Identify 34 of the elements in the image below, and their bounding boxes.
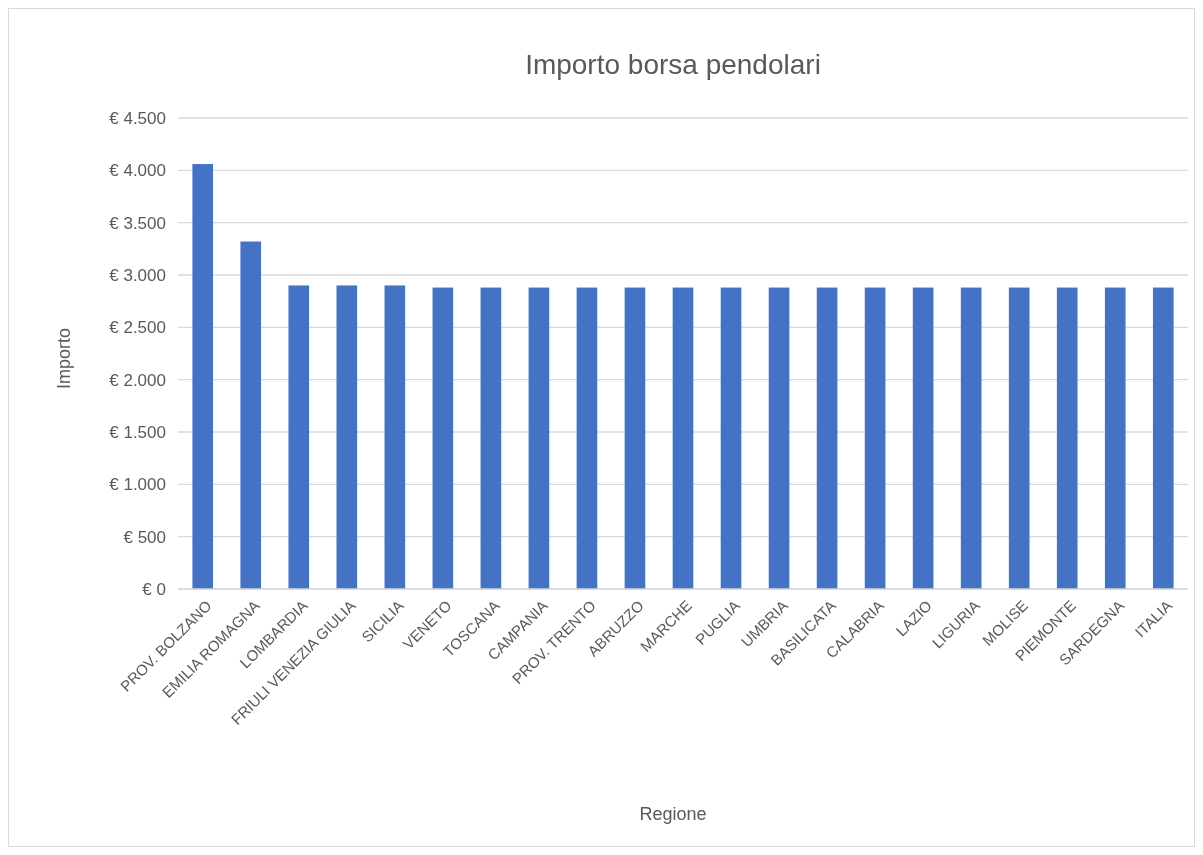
bar	[912, 287, 934, 589]
bar	[240, 241, 262, 589]
bar	[192, 164, 214, 589]
bar	[1152, 287, 1174, 589]
bar	[1104, 287, 1126, 589]
bar	[432, 287, 454, 589]
y-tick-label: € 4.500	[109, 108, 166, 128]
y-tick-label: € 500	[123, 527, 166, 547]
bar	[720, 287, 742, 589]
bar	[624, 287, 646, 589]
y-tick-label: € 0	[142, 579, 166, 599]
bar	[576, 287, 598, 589]
y-tick-label: € 2.500	[109, 318, 166, 338]
x-axis-title: Regione	[639, 804, 707, 824]
bar	[528, 287, 550, 589]
y-tick-label: € 4.000	[109, 161, 166, 181]
bar	[816, 287, 838, 589]
bar	[384, 285, 406, 589]
bar	[864, 287, 886, 589]
bar	[336, 285, 358, 589]
bar	[1056, 287, 1078, 589]
y-tick-label: € 1.000	[109, 475, 166, 495]
chart-title: Importo borsa pendolari	[525, 49, 821, 80]
y-tick-label: € 1.500	[109, 422, 166, 442]
bar	[960, 287, 982, 589]
bar	[672, 287, 694, 589]
bar	[480, 287, 502, 589]
bar	[1008, 287, 1030, 589]
bar	[288, 285, 310, 589]
y-tick-label: € 2.000	[109, 370, 166, 390]
bar	[768, 287, 790, 589]
y-tick-label: € 3.500	[109, 213, 166, 233]
y-tick-label: € 3.000	[109, 265, 166, 285]
y-axis-title: Importo	[54, 327, 74, 390]
